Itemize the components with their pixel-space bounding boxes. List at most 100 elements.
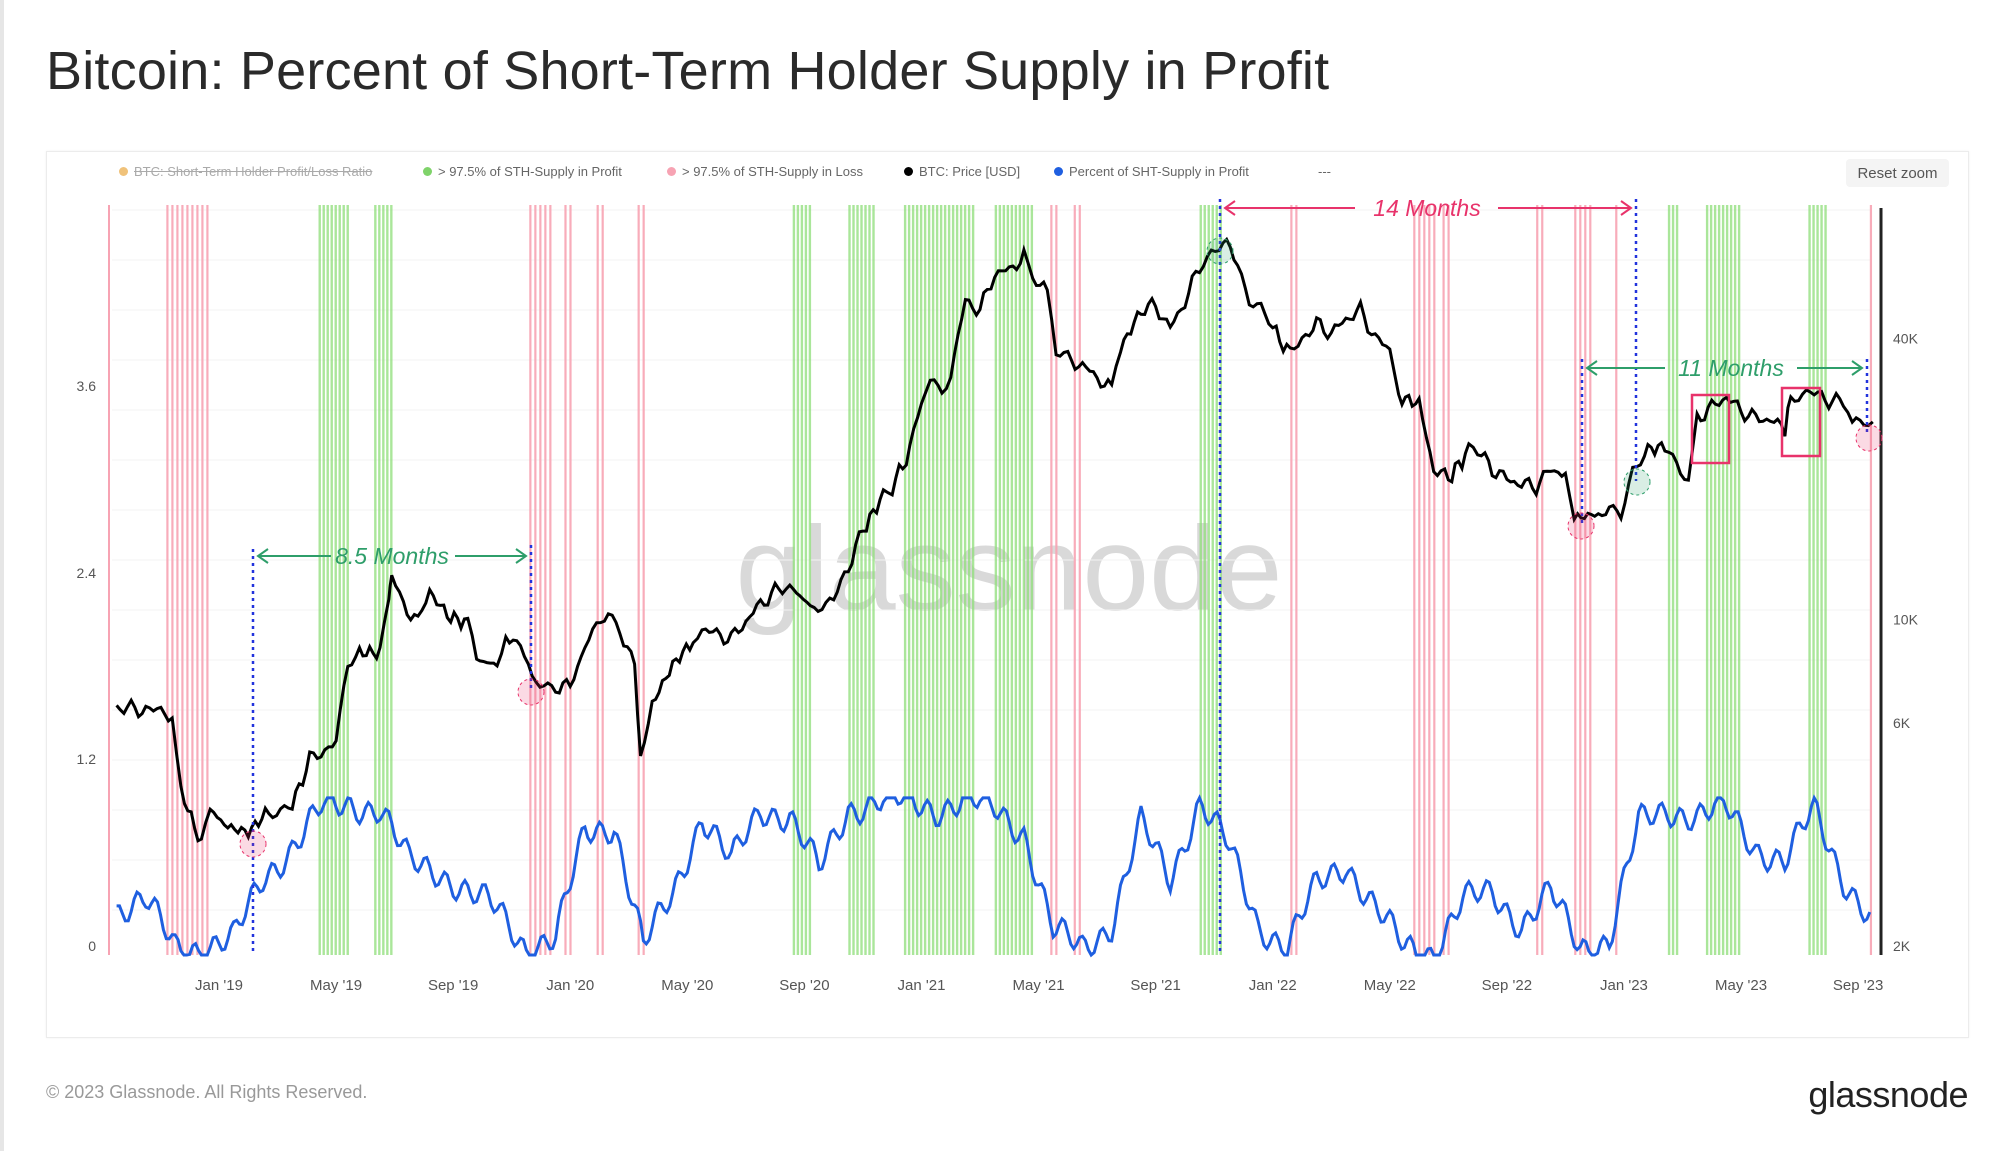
profit-band <box>1808 205 1811 955</box>
y-left-tick-label: 0 <box>88 938 96 954</box>
legend-item-sth-percent[interactable]: Percent of SHT-Supply in Profit <box>1054 164 1249 179</box>
y-right-tick-label: 2K <box>1893 938 1911 954</box>
profit-band <box>1211 205 1214 955</box>
profit-band <box>955 205 959 955</box>
profit-band <box>1812 205 1815 955</box>
loss-band <box>1589 205 1592 955</box>
profit-band <box>1721 205 1725 955</box>
loss-circle <box>517 678 545 706</box>
y-right-tick-label: 6K <box>1893 715 1911 731</box>
legend-item-profit[interactable]: > 97.5% of STH-Supply in Profit <box>423 164 622 179</box>
x-tick-label: May '23 <box>1715 977 1767 994</box>
profit-circle <box>1206 237 1234 265</box>
copyright-text: © 2023 Glassnode. All Rights Reserved. <box>46 1082 368 1102</box>
profit-band <box>322 205 325 955</box>
profit-band <box>872 205 875 955</box>
annotation-11-months: 11 Months <box>1678 355 1784 381</box>
loss-band <box>1447 205 1450 955</box>
loss-band <box>544 205 547 955</box>
profit-band <box>804 205 808 955</box>
profit-band <box>971 205 975 955</box>
profit-band <box>1022 205 1026 955</box>
profit-band <box>963 205 967 955</box>
profit-band <box>342 205 345 955</box>
loss-circle <box>239 830 267 858</box>
loss-band <box>1541 205 1544 955</box>
profit-band <box>1006 205 1010 955</box>
profit-band <box>792 205 796 955</box>
arrow-heads <box>256 548 528 564</box>
legend-item-more[interactable]: --- <box>1318 164 1331 179</box>
profit-band <box>951 205 955 955</box>
loss-band <box>196 205 199 955</box>
loss-band <box>1413 205 1416 955</box>
x-tick-label: Jan '22 <box>1249 977 1297 994</box>
profit-band <box>382 205 385 955</box>
loss-band <box>1536 205 1539 955</box>
profit-band <box>1203 205 1206 955</box>
x-axis: Jan '19 May '19 Sep '19 Jan '20 May '20 Sep '… <box>195 977 1883 994</box>
profit-band <box>330 205 333 955</box>
loss-circle <box>1567 512 1595 540</box>
x-tick-label: Jan '23 <box>1600 977 1648 994</box>
loss-band <box>637 205 640 955</box>
reset-zoom-button[interactable]: Reset zoom <box>1846 159 1949 187</box>
loss-band <box>1433 205 1436 955</box>
loss-band <box>564 205 567 955</box>
loss-band <box>601 205 604 955</box>
profit-band <box>903 205 907 955</box>
profit-band <box>959 205 963 955</box>
loss-band <box>1295 205 1298 955</box>
loss-band <box>1869 205 1873 955</box>
legend-item-loss[interactable]: > 97.5% of STH-Supply in Loss <box>667 164 863 179</box>
profit-band <box>1199 205 1202 955</box>
loss-band <box>166 205 169 955</box>
btc-price-line <box>115 236 1874 843</box>
legend-marker <box>904 167 913 176</box>
x-tick-label: Jan '21 <box>898 977 946 994</box>
profit-band <box>1713 205 1717 955</box>
y-right-tick-label: 10K <box>1893 612 1919 628</box>
loss-band <box>1418 205 1421 955</box>
profit-band <box>1026 205 1030 955</box>
profit-band <box>919 205 923 955</box>
profit-band <box>967 205 971 955</box>
profit-band <box>1824 205 1827 955</box>
legend-item-sth-pl-ratio[interactable]: BTC: Short-Term Holder Profit/Loss Ratio <box>119 164 372 179</box>
arrow-heads <box>1223 200 1633 216</box>
profit-band <box>868 205 871 955</box>
y-left-tick-label: 3.6 <box>77 378 97 394</box>
legend-marker <box>667 167 676 176</box>
legend-label: Percent of SHT-Supply in Profit <box>1069 164 1249 179</box>
profit-band <box>318 205 321 955</box>
profit-band <box>1816 205 1819 955</box>
profit-band <box>1014 205 1018 955</box>
page-title: Bitcoin: Percent of Short-Term Holder Su… <box>46 41 1330 101</box>
loss-band <box>1423 205 1426 955</box>
profit-band <box>943 205 947 955</box>
profit-band <box>1717 205 1721 955</box>
x-tick-label: Sep '21 <box>1130 977 1180 994</box>
profit-band <box>346 205 349 955</box>
loss-band <box>569 205 572 955</box>
legend-item-price[interactable]: BTC: Price [USD] <box>904 164 1020 179</box>
profit-band <box>1729 205 1733 955</box>
signal-bands <box>166 205 1873 955</box>
profit-band <box>1207 205 1210 955</box>
loss-band <box>1073 205 1076 955</box>
profit-band <box>927 205 931 955</box>
annotation-14-months: 14 Months <box>1373 195 1481 221</box>
x-tick-label: May '21 <box>1013 977 1065 994</box>
left-y-axis: 0 1.2 2.4 3.6 <box>77 378 97 954</box>
x-tick-label: Sep '23 <box>1833 977 1883 994</box>
profit-band <box>796 205 800 955</box>
x-tick-label: Jan '20 <box>546 977 594 994</box>
annotations: 8.5 Months 14 Months 11 Months <box>239 195 1883 955</box>
legend-marker <box>1054 167 1063 176</box>
loss-band <box>186 205 189 955</box>
loss-band <box>1428 205 1431 955</box>
profit-band <box>1725 205 1729 955</box>
x-tick-label: Jan '19 <box>195 977 243 994</box>
profit-band <box>915 205 919 955</box>
loss-band <box>1579 205 1582 955</box>
